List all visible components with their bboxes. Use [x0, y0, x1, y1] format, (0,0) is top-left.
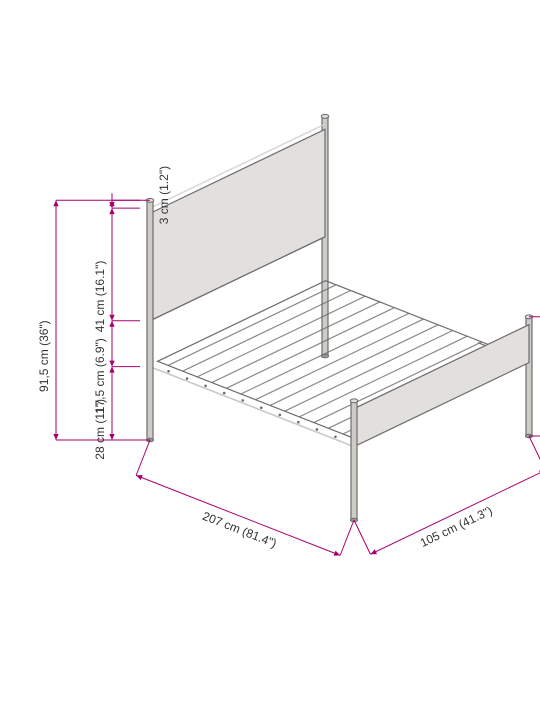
dim-depth: 207 cm (81.4") — [201, 509, 279, 551]
dim-41: 41 cm (16.1") — [93, 261, 107, 333]
dim-3: 3 cm (1.2") — [157, 166, 171, 224]
dim-width: 105 cm (41.3") — [418, 503, 495, 550]
dimension-diagram: 91,5 cm (36")3 cm (1.2")41 cm (16.1")17,… — [0, 0, 540, 720]
dim-total-height: 91,5 cm (36") — [37, 320, 51, 392]
dim-28: 28 cm (11") — [93, 399, 107, 460]
